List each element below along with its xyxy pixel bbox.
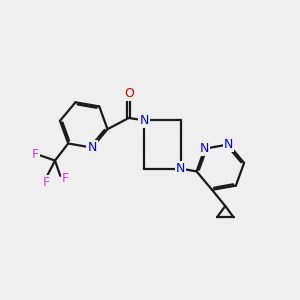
Text: N: N	[176, 162, 185, 175]
Text: F: F	[32, 148, 39, 161]
Text: F: F	[62, 172, 69, 185]
Text: N: N	[224, 138, 233, 151]
Text: N: N	[200, 142, 209, 155]
Text: F: F	[43, 176, 50, 188]
Text: N: N	[140, 114, 149, 127]
Text: O: O	[124, 87, 134, 100]
Text: N: N	[87, 141, 97, 154]
